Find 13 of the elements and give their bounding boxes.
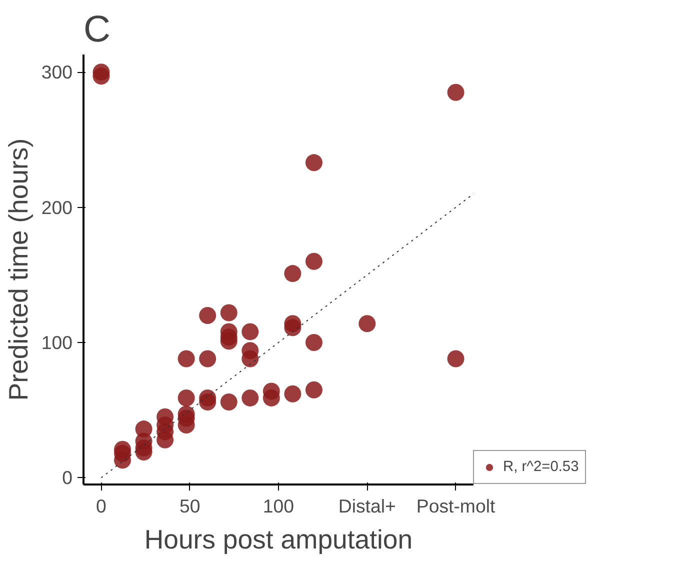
x-tick-label: 0 [96, 496, 106, 516]
x-tick-label: Distal+ [338, 496, 396, 516]
chart-title: C [84, 8, 110, 50]
y-axis-title: Predicted time (hours) [3, 138, 34, 401]
x-tick-label: 50 [179, 496, 200, 516]
x-tick-label: Post-molt [416, 496, 496, 516]
y-tick-label: 100 [41, 332, 73, 354]
legend-label: R, r^2=0.53 [503, 459, 579, 475]
x-axis-title: Hours post amputation [144, 524, 413, 554]
y-tick-label: 300 [41, 62, 73, 83]
y-tick-label: 200 [41, 196, 73, 218]
x-tick-label: 100 [262, 496, 294, 516]
y-tick-label: 0 [62, 467, 73, 488]
